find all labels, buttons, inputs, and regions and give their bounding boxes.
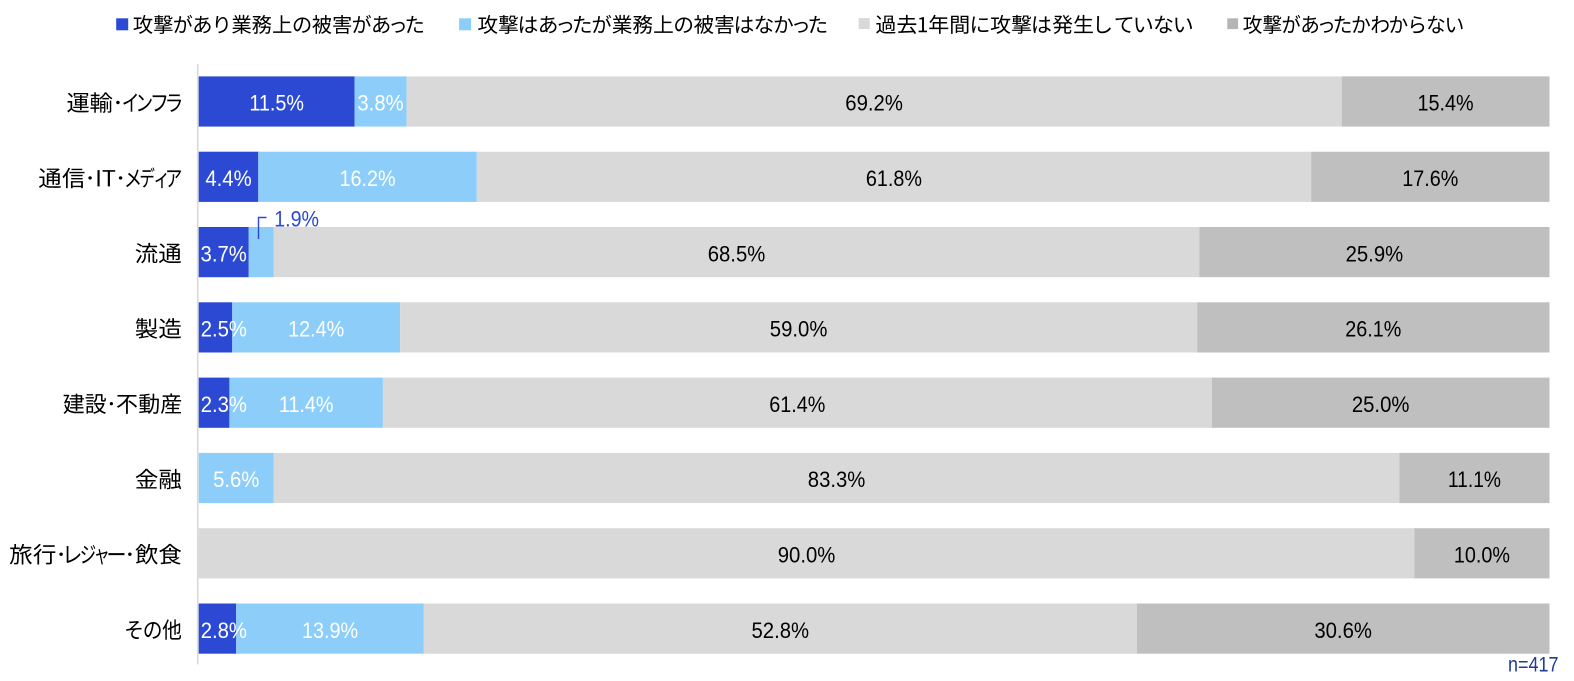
- svg-text:52.8%: 52.8%: [751, 618, 809, 643]
- svg-text:61.8%: 61.8%: [866, 166, 922, 191]
- svg-text:2.3%: 2.3%: [201, 392, 247, 417]
- svg-text:11.1%: 11.1%: [1448, 467, 1501, 492]
- svg-text:30.6%: 30.6%: [1314, 618, 1372, 643]
- svg-text:3.7%: 3.7%: [201, 241, 247, 266]
- svg-text:11.4%: 11.4%: [279, 392, 334, 417]
- svg-text:1.9%: 1.9%: [274, 207, 319, 232]
- svg-text:10.0%: 10.0%: [1454, 543, 1510, 568]
- svg-text:69.2%: 69.2%: [845, 91, 903, 116]
- svg-text:59.0%: 59.0%: [770, 317, 828, 342]
- svg-text:25.0%: 25.0%: [1352, 392, 1410, 417]
- svg-text:4.4%: 4.4%: [205, 166, 251, 191]
- svg-text:25.9%: 25.9%: [1346, 241, 1404, 266]
- svg-text:5.6%: 5.6%: [213, 467, 259, 492]
- svg-text:16.2%: 16.2%: [340, 166, 396, 191]
- svg-text:11.5%: 11.5%: [249, 91, 304, 116]
- svg-text:15.4%: 15.4%: [1418, 91, 1474, 116]
- svg-text:3.8%: 3.8%: [357, 91, 403, 116]
- svg-text:26.1%: 26.1%: [1345, 317, 1401, 342]
- svg-text:61.4%: 61.4%: [769, 392, 825, 417]
- svg-text:12.4%: 12.4%: [288, 317, 344, 342]
- svg-text:2.5%: 2.5%: [201, 317, 247, 342]
- svg-text:2.8%: 2.8%: [201, 618, 247, 643]
- svg-text:n=417: n=417: [1508, 654, 1559, 677]
- svg-text:68.5%: 68.5%: [708, 241, 766, 266]
- svg-text:17.6%: 17.6%: [1402, 166, 1458, 191]
- svg-text:90.0%: 90.0%: [778, 543, 836, 568]
- svg-text:13.9%: 13.9%: [302, 618, 358, 643]
- svg-text:83.3%: 83.3%: [808, 467, 866, 492]
